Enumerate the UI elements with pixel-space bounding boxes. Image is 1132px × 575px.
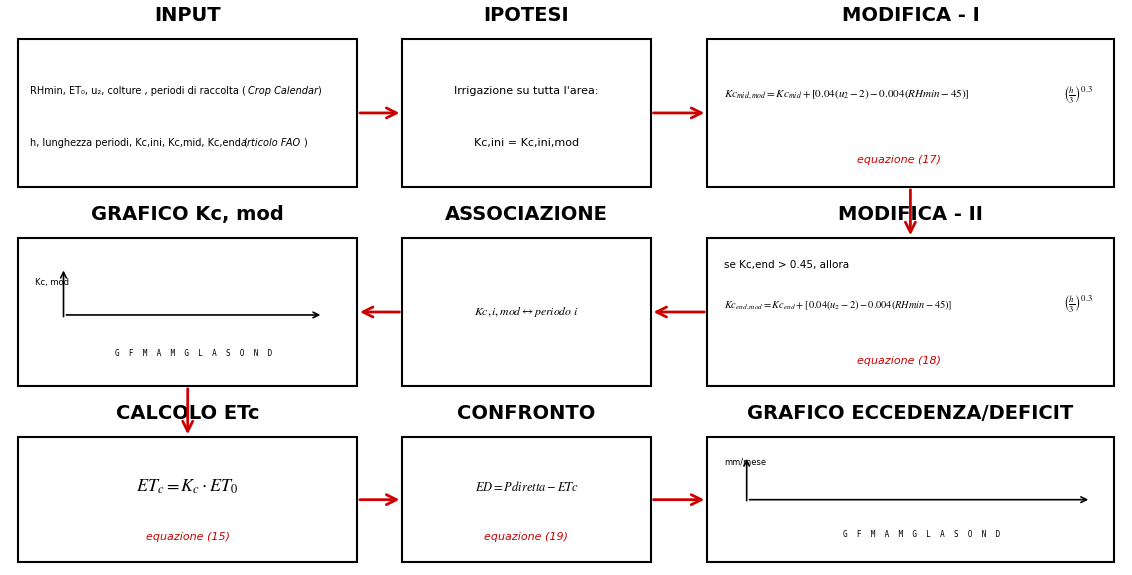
FancyBboxPatch shape — [402, 238, 651, 386]
Text: $\left(\frac{h}{3}\right)^{0.3}$: $\left(\frac{h}{3}\right)^{0.3}$ — [1063, 294, 1094, 315]
Text: mm/mese: mm/mese — [724, 458, 766, 467]
Text: Crop Calendar: Crop Calendar — [248, 86, 318, 96]
Text: GRAFICO ECCEDENZA/DEFICIT: GRAFICO ECCEDENZA/DEFICIT — [747, 404, 1073, 423]
Text: equazione (19): equazione (19) — [484, 532, 568, 542]
FancyBboxPatch shape — [708, 238, 1114, 386]
Text: Kc, mod: Kc, mod — [35, 278, 69, 287]
Text: $Kc_{end,mod} = Kc_{end} + [0.04(u_2 - 2) - 0.004(RHmin - 45)]$: $Kc_{end,mod} = Kc_{end} + [0.04(u_2 - 2… — [724, 298, 952, 312]
Text: CONFRONTO: CONFRONTO — [457, 404, 595, 423]
Text: Irrigazione su tutta l'area:: Irrigazione su tutta l'area: — [454, 86, 599, 96]
Text: G  F  M  A  M  G  L  A  S  O  N  D: G F M A M G L A S O N D — [114, 349, 272, 358]
Text: RHmin, ET₀, u₂, colture , periodi di raccolta (: RHmin, ET₀, u₂, colture , periodi di rac… — [29, 86, 246, 96]
FancyBboxPatch shape — [18, 238, 357, 386]
Text: $Kc, i, mod \leftrightarrow periodo\ i$: $Kc, i, mod \leftrightarrow periodo\ i$ — [474, 305, 578, 319]
Text: GRAFICO Kc, mod: GRAFICO Kc, mod — [92, 205, 284, 224]
Text: $ED=Pdiretta - ETc$: $ED=Pdiretta - ETc$ — [474, 480, 578, 494]
Text: IPOTESI: IPOTESI — [483, 6, 569, 25]
FancyBboxPatch shape — [402, 437, 651, 562]
Text: $\left(\frac{h}{3}\right)^{0.3}$: $\left(\frac{h}{3}\right)^{0.3}$ — [1063, 85, 1094, 106]
Text: equazione (18): equazione (18) — [857, 356, 941, 366]
Text: CALCOLO ETc: CALCOLO ETc — [115, 404, 259, 423]
Text: ): ) — [318, 86, 321, 96]
Text: ASSOCIAZIONE: ASSOCIAZIONE — [445, 205, 608, 224]
Text: se Kc,end > 0.45, allora: se Kc,end > 0.45, allora — [724, 260, 849, 270]
Text: $ET_c = K_c \cdot ET_0$: $ET_c = K_c \cdot ET_0$ — [137, 478, 239, 496]
FancyBboxPatch shape — [18, 39, 357, 187]
Text: G  F  M  A  M  G  L  A  S  O  N  D: G F M A M G L A S O N D — [843, 530, 1001, 539]
FancyBboxPatch shape — [708, 437, 1114, 562]
Text: equazione (15): equazione (15) — [146, 532, 230, 542]
Text: articolo FAO: articolo FAO — [241, 137, 300, 148]
FancyBboxPatch shape — [402, 39, 651, 187]
Text: h, lunghezza periodi, Kc,ini, Kc,mid, Kc,end (: h, lunghezza periodi, Kc,ini, Kc,mid, Kc… — [29, 137, 248, 148]
Text: equazione (17): equazione (17) — [857, 155, 941, 165]
FancyBboxPatch shape — [18, 437, 357, 562]
Text: MODIFICA - I: MODIFICA - I — [841, 6, 979, 25]
FancyBboxPatch shape — [708, 39, 1114, 187]
Text: ): ) — [303, 137, 307, 148]
Text: $Kc_{mid,mod} = Kc_{mid} + [0.04(u_2 - 2) - 0.004(RHmin - 45)]$: $Kc_{mid,mod} = Kc_{mid} + [0.04(u_2 - 2… — [724, 88, 970, 102]
Text: Kc,ini = Kc,ini,mod: Kc,ini = Kc,ini,mod — [474, 137, 580, 148]
Text: INPUT: INPUT — [154, 6, 221, 25]
Text: MODIFICA - II: MODIFICA - II — [838, 205, 983, 224]
